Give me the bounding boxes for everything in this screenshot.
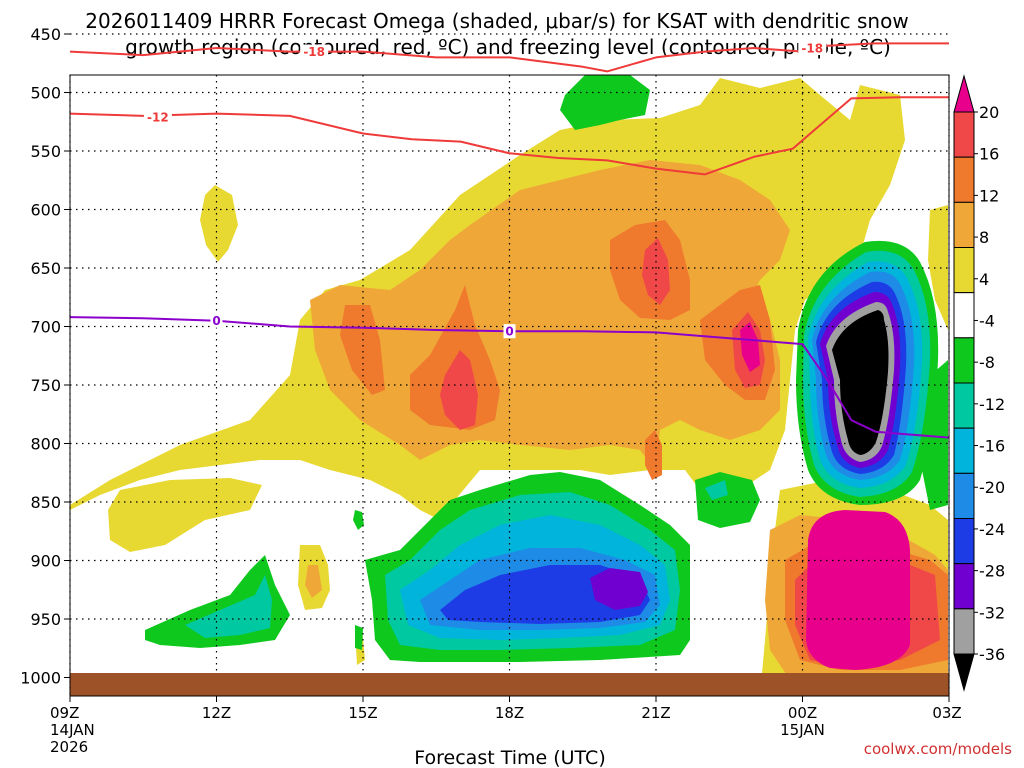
colorbar-bin — [953, 111, 975, 158]
contour-lines: -18 -18 -12 0 0 — [69, 41, 950, 439]
colorbar-bin — [953, 382, 975, 429]
pressure-tick-label: 850 — [30, 493, 61, 512]
pressure-tick-label: 600 — [30, 201, 61, 220]
shade-teal-lowleft — [185, 575, 272, 638]
colorbar-label: -12 — [979, 395, 1005, 414]
shade-green-dot-2 — [355, 625, 363, 650]
colorbar-bin — [953, 247, 975, 294]
colorbar-label: 12 — [979, 186, 999, 205]
time-tick-year: 2026 — [50, 738, 88, 756]
freezing-level-label: 0 — [505, 325, 513, 339]
shade-magenta-a — [740, 322, 760, 372]
pressure-tick-label: 650 — [30, 259, 61, 278]
shade-green-22z — [695, 472, 760, 528]
shade-purple-central — [590, 568, 648, 610]
time-tick-label: 15Z — [348, 704, 377, 722]
freezing-level-contour — [69, 316, 950, 439]
dgz-bottom-contour — [69, 96, 949, 176]
colorbar-bin — [953, 472, 975, 520]
freezing-level-label-bg — [503, 324, 516, 339]
omega-shading — [70, 75, 948, 696]
time-tick-label: 12Z — [202, 704, 231, 722]
pressure-tick-label: 950 — [30, 610, 61, 629]
colorbar-bin — [953, 563, 975, 610]
pressure-tick-label: 450 — [30, 25, 61, 44]
shade-green-top — [560, 75, 650, 130]
colorbar-label: 16 — [979, 145, 999, 164]
colorbar-bin — [953, 156, 975, 203]
credit-text: coolwx.com/models — [864, 740, 1012, 758]
shade-orange2-e — [645, 430, 662, 480]
colorbar-label: -28 — [979, 562, 1005, 581]
dgz-top-label-bg — [300, 44, 329, 59]
shade-red-b — [642, 238, 670, 305]
colorbar-label: -4 — [979, 311, 995, 330]
chart-title-line2: growth region (contoured, red, ºC) and f… — [125, 35, 891, 59]
colorbar-cap-top — [953, 74, 975, 113]
dgz-bottom-label: -12 — [147, 111, 169, 125]
pressure-tick-label: 900 — [30, 552, 61, 571]
colorbar-bin — [953, 518, 975, 565]
time-tick-date: 15JAN — [780, 721, 825, 739]
colorbar-bin — [953, 427, 975, 474]
pressure-tick-label: 800 — [30, 435, 61, 454]
time-tick-label: 09Z — [50, 704, 79, 722]
colorbar-bin — [953, 337, 975, 384]
pressure-tick-label: 550 — [30, 142, 61, 161]
dgz-bottom-label-bg — [143, 110, 172, 125]
colorbar-label: 20 — [979, 103, 999, 122]
shade-yellow-upper-right — [928, 205, 948, 330]
time-tick-label: 18Z — [495, 704, 524, 722]
colorbar-label: -20 — [979, 478, 1005, 497]
shade-red-a — [440, 350, 478, 430]
pressure-tick-label: 500 — [30, 84, 61, 103]
pressure-tick-label: 750 — [30, 376, 61, 395]
colorbar-bin — [953, 292, 975, 339]
shade-yellow-spot-topleft — [200, 185, 238, 262]
colorbar-label: -32 — [979, 603, 1005, 622]
shade-orange1-lowleft — [305, 565, 322, 598]
shade-black-core — [832, 310, 889, 455]
colorbar-label: -36 — [979, 645, 1005, 664]
colorbar-bin — [953, 608, 975, 655]
colorbar-label: 4 — [979, 270, 989, 289]
dgz-top-label: -18 — [801, 42, 823, 56]
colorbar-label: -24 — [979, 520, 1005, 539]
shade-green-dot-1 — [353, 510, 364, 530]
time-tick-label: 00Z — [788, 704, 817, 722]
colorbar-bin — [953, 201, 975, 248]
freezing-level-label-bg — [210, 313, 223, 328]
pressure-axis: 2503003504004505005506006507007508008509… — [20, 25, 70, 688]
dgz-top-label-bg — [798, 41, 827, 56]
dgz-top-label: -18 — [303, 45, 325, 59]
ground-terrain — [70, 673, 949, 696]
colorbar-cap-bottom — [953, 653, 975, 692]
pressure-tick-label: 700 — [30, 318, 61, 337]
shade-yellow-left-low — [108, 478, 262, 552]
time-tick-label: 03Z — [932, 704, 961, 722]
colorbar: 20 16 12 8 4 -4 -8 -12 -16 -20 -24 -28 -32 -36 — [953, 74, 1005, 692]
shade-magenta-right — [806, 510, 910, 670]
freezing-level-label: 0 — [212, 314, 220, 328]
chart-title-line1: 2026011409 HRRR Forecast Omega (shaded, … — [85, 9, 908, 33]
colorbar-label: 8 — [979, 228, 989, 247]
pressure-tick-label: 1000 — [20, 669, 61, 688]
colorbar-label: -16 — [979, 437, 1005, 456]
time-tick-date: 14JAN — [50, 721, 95, 739]
x-axis-label: Forecast Time (UTC) — [414, 747, 605, 768]
shade-teal-22z — [705, 480, 728, 500]
time-tick-label: 21Z — [641, 704, 670, 722]
colorbar-label: -8 — [979, 353, 995, 372]
